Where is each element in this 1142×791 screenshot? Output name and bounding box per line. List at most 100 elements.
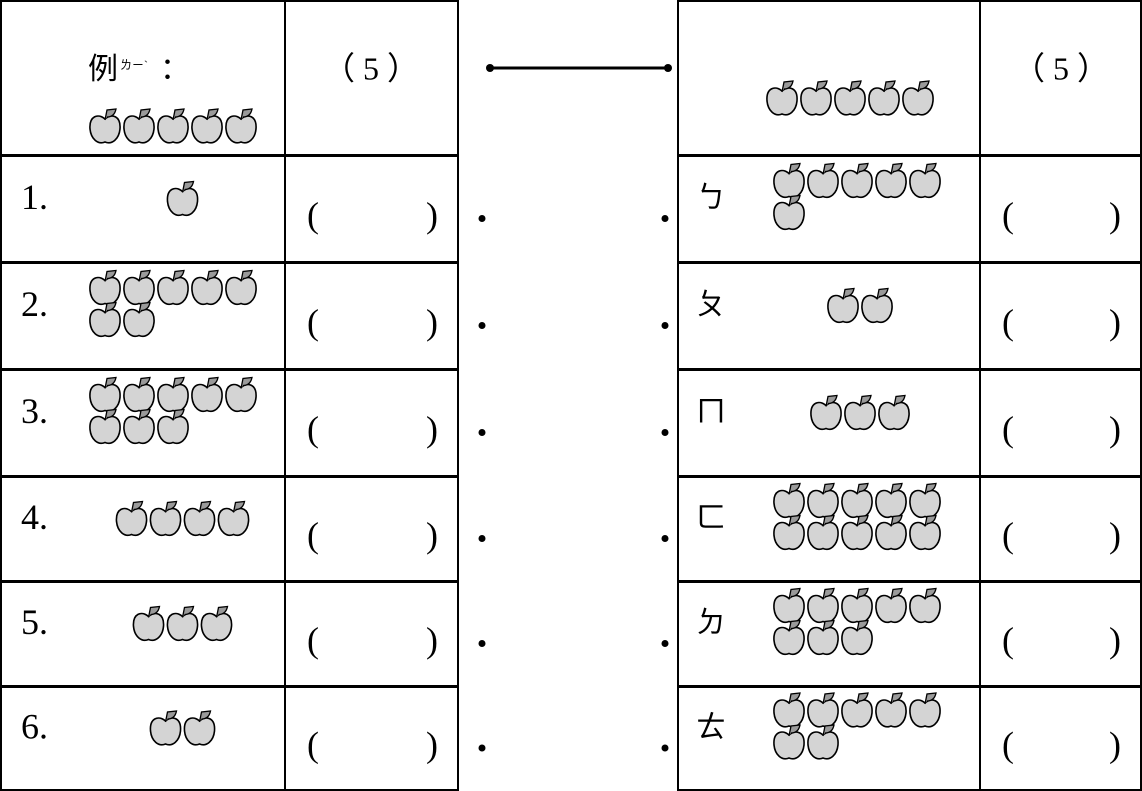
blank-open: (	[1002, 620, 1014, 660]
apple	[200, 605, 233, 642]
apple-leaf	[138, 408, 151, 421]
apple	[810, 394, 842, 431]
apple-leaf	[917, 80, 930, 93]
apple-body	[902, 87, 934, 116]
apples	[810, 394, 910, 431]
apple-body	[827, 294, 859, 324]
apple-leaf	[138, 376, 151, 389]
dot	[478, 744, 486, 752]
apple-body	[200, 612, 233, 642]
row-label: 3.	[21, 391, 48, 431]
apple-body	[89, 276, 121, 306]
dot	[661, 535, 669, 542]
apple-leaf	[172, 376, 185, 389]
dot	[661, 640, 669, 647]
apple-body	[841, 169, 873, 199]
apple	[902, 80, 934, 116]
dot	[661, 322, 669, 329]
apple-body	[909, 699, 941, 728]
apple	[878, 394, 910, 431]
blank-open: (	[1002, 724, 1014, 764]
apples	[773, 162, 941, 231]
apple-leaf	[856, 162, 869, 175]
blank-close: )	[426, 195, 438, 235]
apple	[807, 587, 839, 624]
apple	[191, 376, 223, 413]
apple-leaf	[164, 500, 178, 513]
dot	[478, 215, 486, 222]
blank-open: (	[307, 195, 319, 235]
row-label: 2.	[21, 284, 48, 324]
apple-body	[807, 594, 839, 624]
apple	[827, 287, 859, 324]
apple	[807, 724, 839, 760]
apple-leaf	[822, 724, 835, 737]
apple-body	[841, 594, 873, 624]
apple-body	[807, 489, 839, 519]
apple	[841, 587, 873, 624]
apple-body	[132, 612, 165, 642]
apple	[773, 724, 805, 760]
apples	[89, 376, 257, 445]
apple	[132, 605, 165, 642]
apples	[827, 287, 893, 324]
apple-leaf	[138, 301, 151, 314]
apple	[875, 514, 907, 551]
apple	[166, 180, 199, 217]
apple-leaf	[104, 376, 117, 389]
apple-leaf	[206, 376, 219, 389]
cell	[284, 686, 459, 791]
apple	[868, 80, 900, 116]
apple-body	[766, 87, 798, 116]
apple-leaf	[130, 500, 144, 513]
apple-body	[149, 717, 182, 746]
apples	[115, 500, 250, 537]
apple	[807, 162, 839, 199]
apple-leaf	[822, 162, 835, 175]
apple-body	[217, 507, 250, 537]
apple	[166, 605, 199, 642]
apple-leaf	[890, 692, 903, 705]
row-label: 6.	[21, 706, 48, 746]
apple-body	[878, 401, 910, 431]
blank-close: )	[1109, 195, 1121, 235]
apple-body	[807, 626, 839, 656]
apple	[773, 619, 805, 656]
apple-leaf	[147, 605, 161, 618]
apple-body	[115, 507, 148, 537]
row-label: ㄅ	[696, 181, 726, 214]
apple	[841, 482, 873, 519]
apple-leaf	[924, 162, 937, 175]
apple-body	[773, 201, 805, 231]
apple-leaf	[104, 408, 117, 421]
apple-leaf	[883, 80, 896, 93]
apple	[89, 301, 121, 338]
apple-body	[909, 521, 941, 551]
dot	[478, 535, 486, 542]
apple	[157, 108, 189, 144]
apple-leaf	[198, 500, 212, 513]
row-label: 5.	[21, 602, 48, 642]
apple-body	[834, 87, 866, 116]
apple-leaf	[138, 269, 151, 282]
apple	[773, 482, 805, 519]
apple-body	[875, 169, 907, 199]
apple-leaf	[788, 587, 801, 600]
row-label: 1.	[21, 177, 48, 217]
apple-leaf	[240, 108, 253, 121]
blank-close: )	[426, 302, 438, 342]
blank-open: (	[1002, 409, 1014, 449]
apple-body	[149, 507, 182, 537]
apple	[191, 269, 223, 306]
apples	[773, 482, 941, 551]
apple-leaf	[856, 619, 869, 632]
apples	[89, 108, 257, 144]
apple	[844, 394, 876, 431]
apples	[149, 710, 216, 746]
apple	[773, 194, 805, 231]
apple-body	[807, 521, 839, 551]
apple	[225, 376, 257, 413]
apple	[834, 80, 866, 116]
apple-leaf	[856, 514, 869, 527]
apple-body	[841, 489, 873, 519]
